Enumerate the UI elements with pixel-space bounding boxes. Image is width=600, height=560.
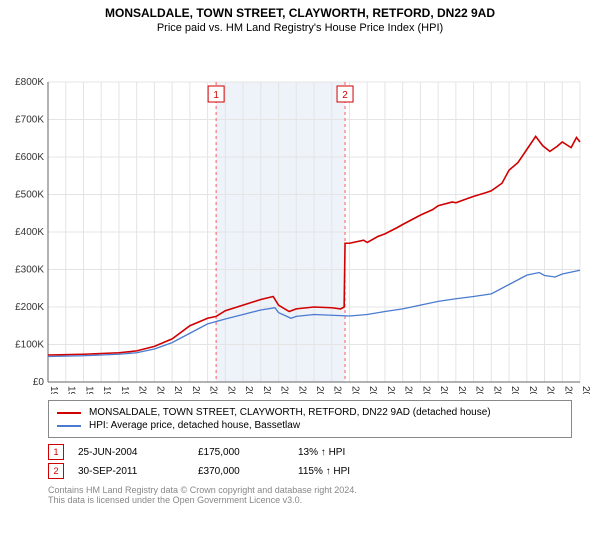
marker-index-box: 2 bbox=[48, 463, 64, 479]
marker-pct: 115% ↑ HPI bbox=[298, 466, 398, 477]
legend-row: MONSALDALE, TOWN STREET, CLAYWORTH, RETF… bbox=[57, 407, 563, 418]
legend-row: HPI: Average price, detached house, Bass… bbox=[57, 420, 563, 431]
svg-text:2009: 2009 bbox=[296, 386, 307, 394]
marker-pct: 13% ↑ HPI bbox=[298, 447, 398, 458]
marker-table: 1 25-JUN-2004£175,00013% ↑ HPI 2 30-SEP-201… bbox=[48, 444, 572, 479]
svg-text:2006: 2006 bbox=[243, 386, 254, 394]
svg-text:£600K: £600K bbox=[15, 152, 44, 163]
marker-date: 30-SEP-2011 bbox=[78, 466, 198, 477]
svg-text:2002: 2002 bbox=[172, 386, 183, 394]
svg-text:2011: 2011 bbox=[332, 386, 343, 394]
svg-text:2023: 2023 bbox=[545, 386, 556, 394]
svg-text:2008: 2008 bbox=[279, 386, 290, 394]
attribution: Contains HM Land Registry data © Crown c… bbox=[48, 485, 572, 505]
attribution-line: Contains HM Land Registry data © Crown c… bbox=[48, 485, 572, 495]
svg-text:2020: 2020 bbox=[491, 386, 502, 394]
svg-text:2013: 2013 bbox=[367, 386, 378, 394]
svg-text:1998: 1998 bbox=[101, 386, 112, 394]
svg-text:2017: 2017 bbox=[438, 386, 449, 394]
svg-text:1997: 1997 bbox=[83, 386, 94, 394]
chart-title: MONSALDALE, TOWN STREET, CLAYWORTH, RETF… bbox=[0, 6, 600, 20]
svg-text:£300K: £300K bbox=[15, 265, 44, 276]
svg-text:2015: 2015 bbox=[403, 386, 414, 394]
svg-text:2019: 2019 bbox=[474, 386, 485, 394]
svg-text:2000: 2000 bbox=[137, 386, 148, 394]
svg-text:£200K: £200K bbox=[15, 302, 44, 313]
svg-text:2007: 2007 bbox=[261, 386, 272, 394]
legend: MONSALDALE, TOWN STREET, CLAYWORTH, RETF… bbox=[48, 400, 572, 438]
marker-date: 25-JUN-2004 bbox=[78, 447, 198, 458]
svg-text:2003: 2003 bbox=[190, 386, 201, 394]
svg-text:2021: 2021 bbox=[509, 386, 520, 394]
svg-text:£400K: £400K bbox=[15, 227, 44, 238]
legend-swatch bbox=[57, 425, 81, 427]
svg-text:2024: 2024 bbox=[562, 386, 573, 394]
attribution-line: This data is licensed under the Open Gov… bbox=[48, 495, 572, 505]
marker-price: £175,000 bbox=[198, 447, 298, 458]
marker-row: 1 25-JUN-2004£175,00013% ↑ HPI bbox=[48, 444, 572, 460]
svg-text:2010: 2010 bbox=[314, 386, 325, 394]
svg-text:£100K: £100K bbox=[15, 340, 44, 351]
svg-text:2018: 2018 bbox=[456, 386, 467, 394]
svg-text:£700K: £700K bbox=[15, 115, 44, 126]
svg-text:£500K: £500K bbox=[15, 190, 44, 201]
svg-text:1995: 1995 bbox=[48, 386, 59, 394]
svg-text:£0: £0 bbox=[33, 377, 45, 388]
svg-text:1999: 1999 bbox=[119, 386, 130, 394]
chart-svg: £0 £100K £200K £300K £400K £500K £600K £700K £80… bbox=[0, 34, 600, 394]
marker-row: 2 30-SEP-2011£370,000115% ↑ HPI bbox=[48, 463, 572, 479]
svg-text:2025: 2025 bbox=[580, 386, 591, 394]
price-chart-container: MONSALDALE, TOWN STREET, CLAYWORTH, RETF… bbox=[0, 0, 600, 560]
legend-label: HPI: Average price, detached house, Bass… bbox=[89, 420, 300, 431]
svg-text:2001: 2001 bbox=[154, 386, 165, 394]
svg-text:1: 1 bbox=[213, 90, 219, 101]
svg-text:2: 2 bbox=[342, 90, 348, 101]
svg-text:1996: 1996 bbox=[66, 386, 77, 394]
svg-text:2005: 2005 bbox=[225, 386, 236, 394]
chart-subtitle: Price paid vs. HM Land Registry's House … bbox=[0, 22, 600, 34]
svg-text:2012: 2012 bbox=[349, 386, 360, 394]
marker-price: £370,000 bbox=[198, 466, 298, 477]
legend-label: MONSALDALE, TOWN STREET, CLAYWORTH, RETF… bbox=[89, 407, 491, 418]
svg-text:£800K: £800K bbox=[15, 77, 44, 88]
marker-index-box: 1 bbox=[48, 444, 64, 460]
svg-text:2004: 2004 bbox=[208, 386, 219, 394]
title-block: MONSALDALE, TOWN STREET, CLAYWORTH, RETF… bbox=[0, 0, 600, 34]
svg-text:2022: 2022 bbox=[527, 386, 538, 394]
svg-text:2016: 2016 bbox=[420, 386, 431, 394]
svg-text:2014: 2014 bbox=[385, 386, 396, 394]
legend-swatch bbox=[57, 412, 81, 414]
